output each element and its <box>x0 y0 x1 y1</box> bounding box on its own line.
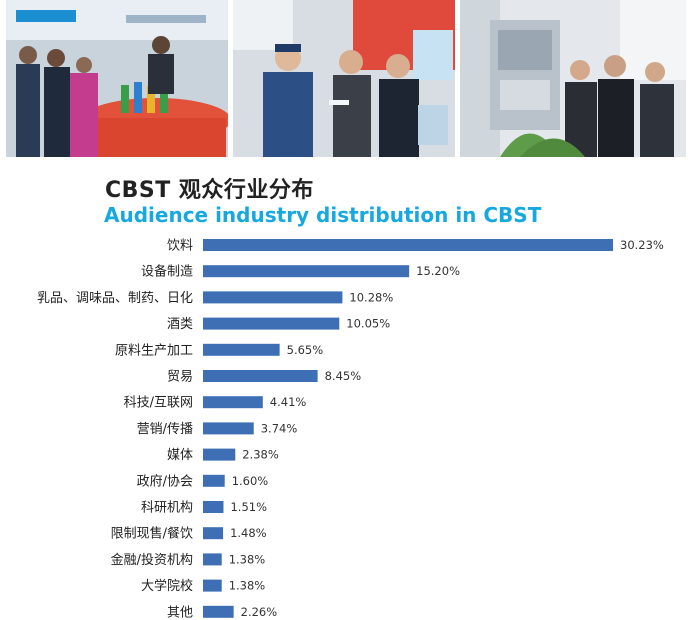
bar <box>203 579 222 592</box>
exhibition-booth-photo <box>6 0 228 157</box>
value-label: 4.41% <box>270 395 307 409</box>
value-label: 2.26% <box>241 605 278 619</box>
category-label: 乳品、调味品、制药、日化 <box>37 291 193 306</box>
category-label: 媒体 <box>167 448 193 463</box>
value-label: 1.38% <box>229 579 266 593</box>
value-label: 3.74% <box>261 421 298 435</box>
bar <box>203 553 222 566</box>
category-label: 政府/协会 <box>137 474 193 489</box>
machinery-display-photo <box>460 0 686 157</box>
category-label: 限制现售/餐饮 <box>111 526 193 542</box>
value-label: 1.48% <box>230 526 267 540</box>
category-label: 贸易 <box>167 370 193 385</box>
visitors-inspecting-product-photo <box>233 0 455 157</box>
value-label: 15.20% <box>416 264 460 278</box>
category-label: 金融/投资机构 <box>111 552 193 568</box>
value-label: 1.38% <box>229 552 266 566</box>
bar <box>203 317 340 330</box>
bar <box>203 343 280 356</box>
category-label: 酒类 <box>167 317 193 332</box>
value-label: 30.23% <box>620 238 664 252</box>
value-label: 10.28% <box>349 290 393 304</box>
chart-title-english: Audience industry distribution in CBST <box>104 203 542 227</box>
value-label: 5.65% <box>287 343 324 357</box>
category-label: 设备制造 <box>141 264 193 280</box>
bar <box>203 527 224 540</box>
photo-strip <box>0 0 690 160</box>
bar <box>203 370 318 382</box>
chart-title-chinese: CBST 观众行业分布 <box>105 178 314 203</box>
value-label: 2.38% <box>242 448 279 462</box>
value-label: 8.45% <box>325 369 362 383</box>
bar <box>203 422 254 435</box>
value-label: 10.05% <box>346 317 390 331</box>
value-label: 1.60% <box>232 474 269 488</box>
bar <box>203 448 236 461</box>
industry-distribution-bar-chart: 饮料 30.23% 设备制造 15.20% 乳品、调味品、制药、日化 10.28% 酒类 10… <box>37 238 664 620</box>
category-label: 营销/传播 <box>137 422 193 437</box>
bar <box>203 396 263 409</box>
bar <box>203 291 343 304</box>
category-label: 科研机构 <box>141 501 193 516</box>
bar <box>203 474 225 487</box>
bar <box>203 605 234 618</box>
bar <box>203 501 224 513</box>
bar <box>203 239 613 251</box>
value-label: 1.51% <box>230 500 267 514</box>
category-label: 科技/互联网 <box>124 396 193 411</box>
category-label: 饮料 <box>167 239 193 254</box>
bar <box>203 265 410 278</box>
category-label: 其他 <box>167 605 193 620</box>
category-label: 原料生产加工 <box>115 343 193 358</box>
category-label: 大学院校 <box>141 578 193 594</box>
